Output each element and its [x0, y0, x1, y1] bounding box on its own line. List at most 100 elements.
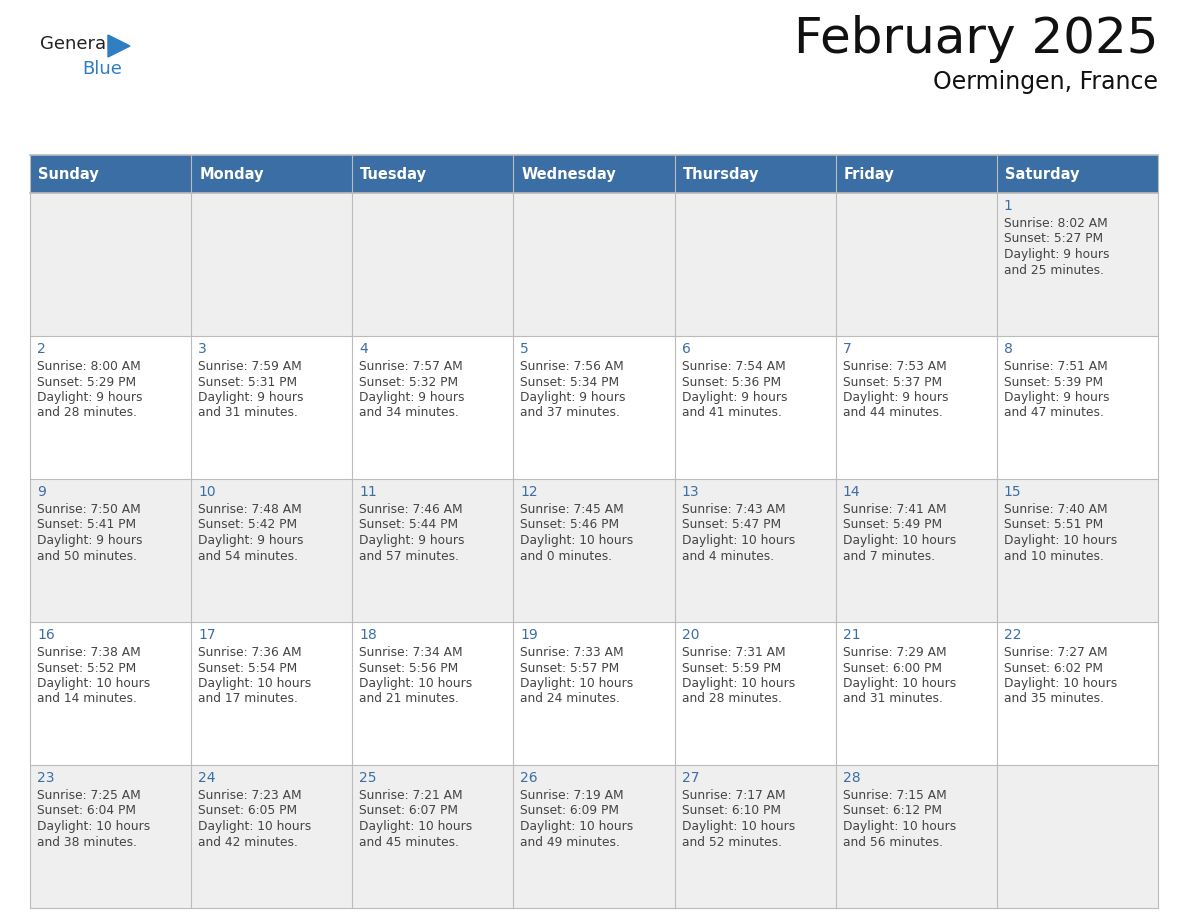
- Text: 11: 11: [359, 485, 377, 499]
- Text: Daylight: 9 hours: Daylight: 9 hours: [198, 534, 304, 547]
- Text: Sunrise: 7:33 AM: Sunrise: 7:33 AM: [520, 646, 624, 659]
- Text: Sunset: 5:27 PM: Sunset: 5:27 PM: [1004, 232, 1102, 245]
- Text: and 54 minutes.: and 54 minutes.: [198, 550, 298, 563]
- Text: 27: 27: [682, 771, 699, 785]
- Text: Sunset: 5:41 PM: Sunset: 5:41 PM: [37, 519, 137, 532]
- Text: 5: 5: [520, 342, 529, 356]
- Text: Daylight: 10 hours: Daylight: 10 hours: [359, 677, 473, 690]
- Text: and 24 minutes.: and 24 minutes.: [520, 692, 620, 706]
- Text: 1: 1: [1004, 199, 1012, 213]
- Text: Sunrise: 7:59 AM: Sunrise: 7:59 AM: [198, 360, 302, 373]
- Text: Sunrise: 7:45 AM: Sunrise: 7:45 AM: [520, 503, 624, 516]
- Text: and 0 minutes.: and 0 minutes.: [520, 550, 613, 563]
- Text: and 38 minutes.: and 38 minutes.: [37, 835, 137, 848]
- Text: Sunrise: 7:21 AM: Sunrise: 7:21 AM: [359, 789, 463, 802]
- Bar: [30, 765, 1158, 908]
- Text: Sunset: 5:31 PM: Sunset: 5:31 PM: [198, 375, 297, 388]
- Text: Daylight: 10 hours: Daylight: 10 hours: [359, 820, 473, 833]
- Text: Sunset: 5:49 PM: Sunset: 5:49 PM: [842, 519, 942, 532]
- Text: and 21 minutes.: and 21 minutes.: [359, 692, 459, 706]
- Text: and 50 minutes.: and 50 minutes.: [37, 550, 137, 563]
- Text: Daylight: 9 hours: Daylight: 9 hours: [1004, 391, 1110, 404]
- Text: Daylight: 9 hours: Daylight: 9 hours: [37, 534, 143, 547]
- Text: Sunrise: 7:31 AM: Sunrise: 7:31 AM: [682, 646, 785, 659]
- Text: Sunday: Sunday: [38, 166, 99, 182]
- Text: Sunrise: 7:17 AM: Sunrise: 7:17 AM: [682, 789, 785, 802]
- Text: Sunrise: 7:51 AM: Sunrise: 7:51 AM: [1004, 360, 1107, 373]
- Text: Sunrise: 7:50 AM: Sunrise: 7:50 AM: [37, 503, 140, 516]
- Text: General: General: [40, 35, 112, 53]
- Text: and 28 minutes.: and 28 minutes.: [37, 407, 137, 420]
- Text: Saturday: Saturday: [1005, 166, 1080, 182]
- Text: and 45 minutes.: and 45 minutes.: [359, 835, 460, 848]
- Text: and 25 minutes.: and 25 minutes.: [1004, 263, 1104, 276]
- Text: Daylight: 10 hours: Daylight: 10 hours: [520, 820, 633, 833]
- Text: Daylight: 10 hours: Daylight: 10 hours: [682, 820, 795, 833]
- Text: Sunset: 6:12 PM: Sunset: 6:12 PM: [842, 804, 942, 818]
- Text: 15: 15: [1004, 485, 1022, 499]
- Text: Friday: Friday: [843, 166, 895, 182]
- Text: Sunrise: 7:36 AM: Sunrise: 7:36 AM: [198, 646, 302, 659]
- Text: and 49 minutes.: and 49 minutes.: [520, 835, 620, 848]
- Text: Sunrise: 7:15 AM: Sunrise: 7:15 AM: [842, 789, 947, 802]
- Text: February 2025: February 2025: [794, 15, 1158, 63]
- Text: and 10 minutes.: and 10 minutes.: [1004, 550, 1104, 563]
- Text: 24: 24: [198, 771, 216, 785]
- Text: 16: 16: [37, 628, 55, 642]
- Text: Thursday: Thursday: [683, 166, 759, 182]
- Text: Sunset: 5:36 PM: Sunset: 5:36 PM: [682, 375, 781, 388]
- Text: Sunset: 6:09 PM: Sunset: 6:09 PM: [520, 804, 619, 818]
- Text: and 37 minutes.: and 37 minutes.: [520, 407, 620, 420]
- Text: 17: 17: [198, 628, 216, 642]
- Text: Daylight: 10 hours: Daylight: 10 hours: [842, 677, 956, 690]
- Text: 23: 23: [37, 771, 55, 785]
- Text: Wednesday: Wednesday: [522, 166, 617, 182]
- Text: Daylight: 10 hours: Daylight: 10 hours: [198, 820, 311, 833]
- Text: 12: 12: [520, 485, 538, 499]
- Text: Sunset: 6:10 PM: Sunset: 6:10 PM: [682, 804, 781, 818]
- Text: Sunset: 5:44 PM: Sunset: 5:44 PM: [359, 519, 459, 532]
- Text: 18: 18: [359, 628, 377, 642]
- Text: Sunrise: 7:19 AM: Sunrise: 7:19 AM: [520, 789, 624, 802]
- Text: Daylight: 10 hours: Daylight: 10 hours: [682, 677, 795, 690]
- Text: Sunrise: 7:56 AM: Sunrise: 7:56 AM: [520, 360, 624, 373]
- Text: and 14 minutes.: and 14 minutes.: [37, 692, 137, 706]
- Text: and 34 minutes.: and 34 minutes.: [359, 407, 459, 420]
- Text: 26: 26: [520, 771, 538, 785]
- Text: Daylight: 9 hours: Daylight: 9 hours: [520, 391, 626, 404]
- Text: Sunrise: 8:00 AM: Sunrise: 8:00 AM: [37, 360, 140, 373]
- Text: Sunset: 5:59 PM: Sunset: 5:59 PM: [682, 662, 781, 675]
- Text: Tuesday: Tuesday: [360, 166, 428, 182]
- Text: Daylight: 9 hours: Daylight: 9 hours: [1004, 248, 1110, 261]
- Text: Sunset: 6:07 PM: Sunset: 6:07 PM: [359, 804, 459, 818]
- Text: Daylight: 10 hours: Daylight: 10 hours: [37, 677, 150, 690]
- Bar: [30, 336, 1158, 479]
- Text: Sunset: 5:51 PM: Sunset: 5:51 PM: [1004, 519, 1104, 532]
- Text: Daylight: 10 hours: Daylight: 10 hours: [842, 820, 956, 833]
- Text: 14: 14: [842, 485, 860, 499]
- Text: Sunrise: 7:41 AM: Sunrise: 7:41 AM: [842, 503, 947, 516]
- Text: Sunset: 6:00 PM: Sunset: 6:00 PM: [842, 662, 942, 675]
- Text: Sunrise: 7:23 AM: Sunrise: 7:23 AM: [198, 789, 302, 802]
- Text: Sunrise: 7:43 AM: Sunrise: 7:43 AM: [682, 503, 785, 516]
- Text: Daylight: 9 hours: Daylight: 9 hours: [359, 534, 465, 547]
- Text: 7: 7: [842, 342, 852, 356]
- Text: Sunset: 5:34 PM: Sunset: 5:34 PM: [520, 375, 620, 388]
- Text: Sunrise: 7:29 AM: Sunrise: 7:29 AM: [842, 646, 947, 659]
- Text: Sunrise: 7:53 AM: Sunrise: 7:53 AM: [842, 360, 947, 373]
- Text: and 57 minutes.: and 57 minutes.: [359, 550, 460, 563]
- Text: Daylight: 10 hours: Daylight: 10 hours: [520, 677, 633, 690]
- Text: Sunrise: 7:40 AM: Sunrise: 7:40 AM: [1004, 503, 1107, 516]
- Text: Sunrise: 7:38 AM: Sunrise: 7:38 AM: [37, 646, 140, 659]
- Text: Daylight: 9 hours: Daylight: 9 hours: [359, 391, 465, 404]
- Text: Daylight: 10 hours: Daylight: 10 hours: [37, 820, 150, 833]
- Text: Sunset: 5:54 PM: Sunset: 5:54 PM: [198, 662, 297, 675]
- Text: Daylight: 10 hours: Daylight: 10 hours: [1004, 677, 1117, 690]
- Text: Sunset: 5:32 PM: Sunset: 5:32 PM: [359, 375, 459, 388]
- Text: Sunset: 6:04 PM: Sunset: 6:04 PM: [37, 804, 135, 818]
- Bar: [30, 479, 1158, 622]
- Text: 8: 8: [1004, 342, 1012, 356]
- Text: Sunrise: 8:02 AM: Sunrise: 8:02 AM: [1004, 217, 1107, 230]
- Text: Sunset: 5:56 PM: Sunset: 5:56 PM: [359, 662, 459, 675]
- Bar: [30, 155, 1158, 193]
